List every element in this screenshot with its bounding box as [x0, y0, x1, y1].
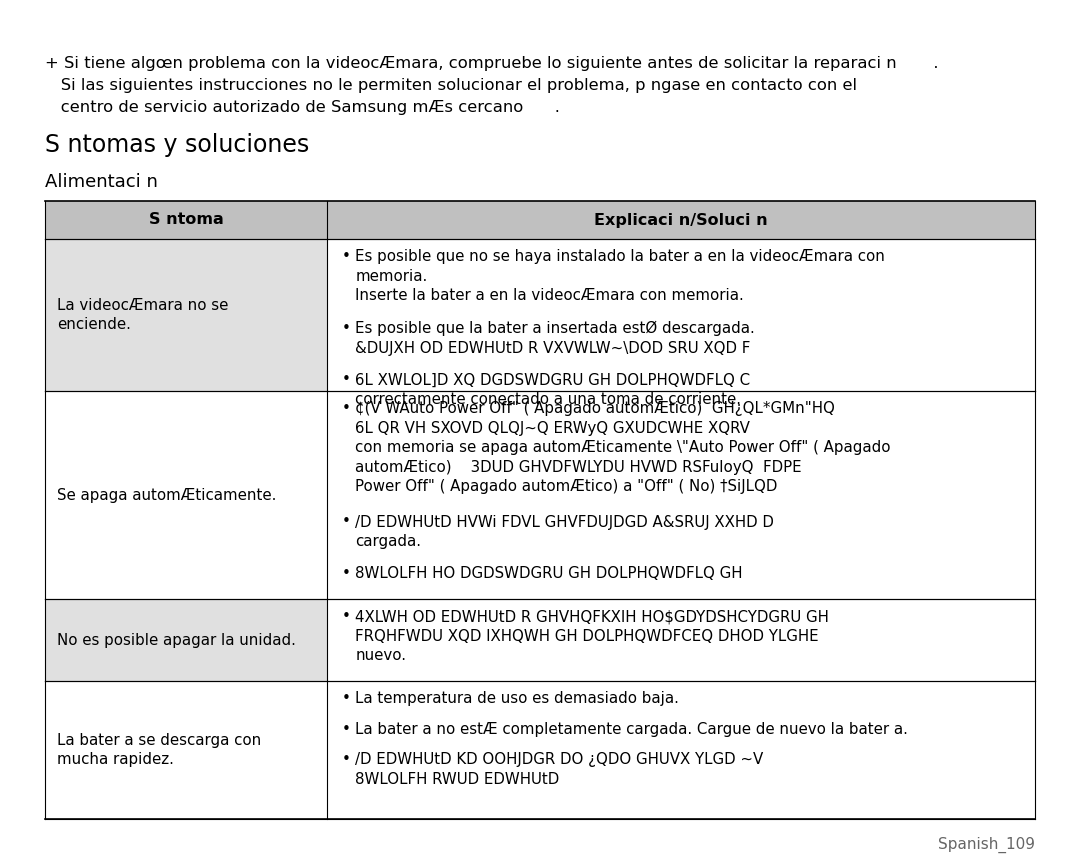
Text: Alimentaci n: Alimentaci n: [45, 173, 158, 191]
Text: •: •: [342, 515, 351, 529]
Bar: [327, 239, 1035, 391]
Text: •: •: [342, 321, 351, 336]
Bar: [45, 239, 327, 391]
Text: 6L XWLOL]D XQ DGDSWDGRU GH DOLPHQWDFLQ C
correctamente conectado a una toma de c: 6L XWLOL]D XQ DGDSWDGRU GH DOLPHQWDFLQ C…: [355, 372, 751, 407]
Bar: [45, 599, 327, 681]
Text: La temperatura de uso es demasiado baja.: La temperatura de uso es demasiado baja.: [355, 691, 679, 706]
Text: ¢(V WAuto Power Off" ( Apagado automÆtico)  GH¿QL*GMn"HQ
6L QR VH SXOVD QLQJ~Q E: ¢(V WAuto Power Off" ( Apagado automÆtic…: [355, 401, 891, 494]
Text: •: •: [342, 691, 351, 706]
Text: •: •: [342, 401, 351, 416]
Text: •: •: [342, 372, 351, 387]
Text: S ntomas y soluciones: S ntomas y soluciones: [45, 133, 309, 157]
Text: 4XLWH OD EDWHUtD R GHVHQFKXIH HO$GDYDSHCYDGRU GH
FRQHFWDU XQD IXHQWH GH DOLPHQWD: 4XLWH OD EDWHUtD R GHVHQFKXIH HO$GDYDSHC…: [355, 609, 829, 663]
Text: S ntoma: S ntoma: [149, 213, 224, 227]
Text: No es posible apagar la unidad.: No es posible apagar la unidad.: [57, 633, 296, 648]
Text: La bater a no estÆ completamente cargada. Cargue de nuevo la bater a.: La bater a no estÆ completamente cargada…: [355, 721, 908, 737]
Bar: [45, 201, 1035, 239]
Text: •: •: [342, 609, 351, 624]
Text: 8WLOLFH HO DGDSWDGRU GH DOLPHQWDFLQ GH: 8WLOLFH HO DGDSWDGRU GH DOLPHQWDFLQ GH: [355, 566, 743, 581]
Text: •: •: [342, 753, 351, 767]
Text: •: •: [342, 249, 351, 264]
Bar: [327, 391, 1035, 599]
Text: /D EDWHUtD KD OOHJDGR DO ¿QDO GHUVX YLGD ~V
8WLOLFH RWUD EDWHUtD: /D EDWHUtD KD OOHJDGR DO ¿QDO GHUVX YLGD…: [355, 753, 764, 787]
Text: Spanish_109: Spanish_109: [939, 837, 1035, 853]
Text: Es posible que no se haya instalado la bater a en la videocÆmara con
memoria.
In: Es posible que no se haya instalado la b…: [355, 249, 885, 303]
Text: + Si tiene algœn problema con la videocÆmara, compruebe lo siguiente antes de so: + Si tiene algœn problema con la videocÆ…: [45, 56, 939, 71]
Text: centro de servicio autorizado de Samsung mÆs cercano      .: centro de servicio autorizado de Samsung…: [45, 100, 559, 115]
Text: La videocÆmara no se
enciende.: La videocÆmara no se enciende.: [57, 298, 228, 332]
Bar: [45, 681, 327, 819]
Text: Explicaci n/Soluci n: Explicaci n/Soluci n: [594, 213, 768, 227]
Bar: [45, 391, 327, 599]
Text: Es posible que la bater a insertada estØ descargada.
&DUJXH OD EDWHUtD R VXVWLW~: Es posible que la bater a insertada estØ…: [355, 321, 755, 356]
Text: Si las siguientes instrucciones no le permiten solucionar el problema, p ngase e: Si las siguientes instrucciones no le pe…: [45, 78, 858, 93]
Text: Se apaga automÆticamente.: Se apaga automÆticamente.: [57, 488, 276, 503]
Bar: [327, 599, 1035, 681]
Text: La bater a se descarga con
mucha rapidez.: La bater a se descarga con mucha rapidez…: [57, 733, 261, 767]
Text: •: •: [342, 721, 351, 737]
Text: •: •: [342, 566, 351, 581]
Text: /D EDWHUtD HVWi FDVL GHVFDUJDGD A&SRUJ XXHD D
cargada.: /D EDWHUtD HVWi FDVL GHVFDUJDGD A&SRUJ X…: [355, 515, 774, 549]
Bar: [327, 681, 1035, 819]
